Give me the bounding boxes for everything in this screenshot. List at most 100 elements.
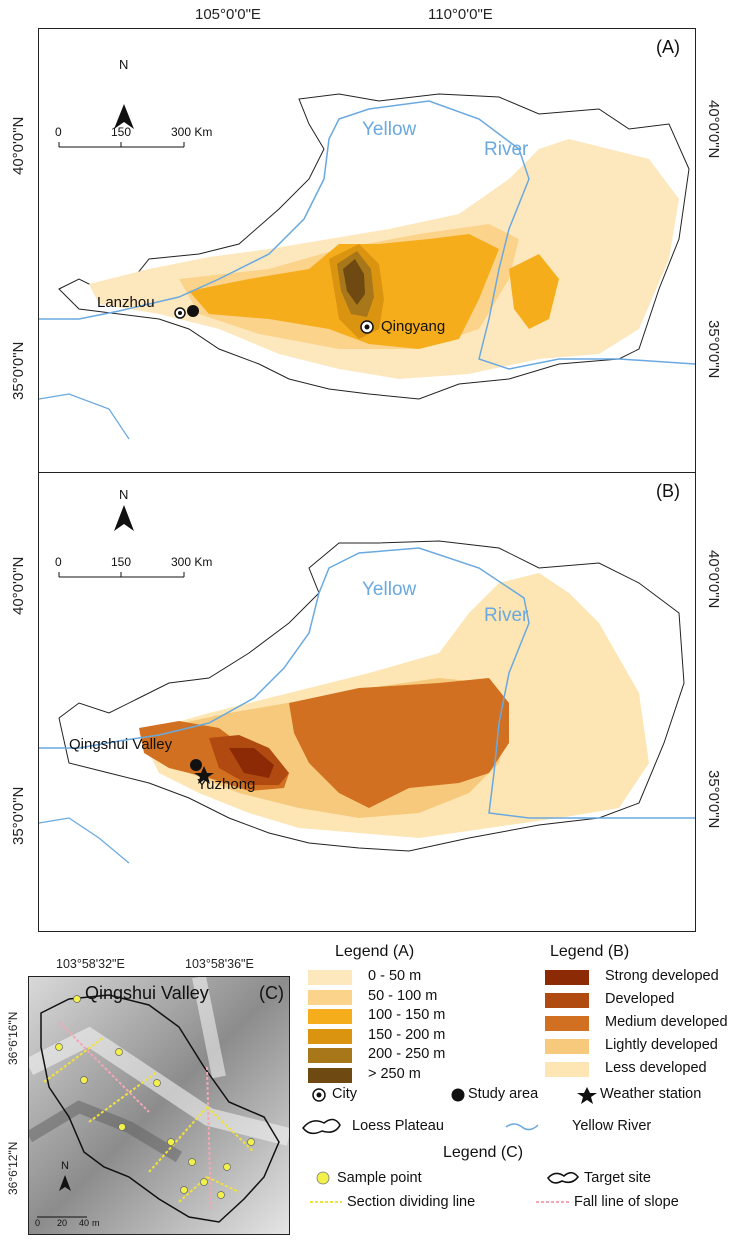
lat-upper-left-b: 40°0'0"N <box>10 556 27 615</box>
panel-a-label: (A) <box>656 37 680 57</box>
longitude-label-105: 105°0'0"E <box>195 6 261 23</box>
legend-a-swatch-1 <box>308 989 352 1005</box>
legend-sample-icon <box>316 1171 330 1185</box>
north-arrow-a <box>114 104 134 129</box>
legend-b-label-3: Lightly developed <box>605 1037 718 1053</box>
legend-river-icon <box>505 1123 539 1131</box>
scale-0-c: 0 <box>35 1218 41 1228</box>
section-line-4 <box>206 1106 255 1153</box>
lat-upper-left-a: 40°0'0"N <box>10 116 27 175</box>
north-label-a: N <box>119 57 129 72</box>
yellow-river-a <box>39 100 695 370</box>
panel-c-map: Qingshui Valley (C) N 0 20 40 m <box>28 976 290 1235</box>
panel-b-map: (B) N 0 150 300 Km Yellow River Qingshui… <box>38 472 696 932</box>
scale-0-b: 0 <box>55 555 62 569</box>
legend-a-title: Legend (A) <box>335 943 415 960</box>
scale-unit-c: m <box>92 1218 100 1228</box>
legend-section-label: Section dividing line <box>347 1194 476 1210</box>
legend-b-swatch-0 <box>545 970 589 985</box>
scale-300-a: 300 Km <box>171 125 213 139</box>
legend-a-label-2: 100 - 150 m <box>368 1007 446 1023</box>
legend-river-label: Yellow River <box>572 1118 652 1134</box>
legend-b-label-2: Medium developed <box>605 1014 728 1030</box>
panel-c-label: (C) <box>259 983 284 1003</box>
legend-b-swatch-3 <box>545 1039 589 1054</box>
legend-study-area-icon <box>451 1088 465 1102</box>
river-branch-a <box>39 393 130 440</box>
scale-0-a: 0 <box>55 125 62 139</box>
panel-c-title: Qingshui Valley <box>85 983 209 1003</box>
qingshui-study-dot <box>190 759 202 771</box>
lat-lower-left-b: 35°0'0"N <box>10 786 27 845</box>
legend-target-icon <box>547 1171 580 1184</box>
panel-a-map: (A) N 0 150 300 Km Yellow River Lanzhou … <box>38 28 696 473</box>
legend-a-label-4: 200 - 250 m <box>368 1046 446 1062</box>
legend-fall-label: Fall line of slope <box>574 1194 679 1210</box>
legend-weather-icon <box>577 1087 597 1104</box>
panel-b-map-graphic <box>39 505 695 864</box>
lanzhou-city-dot <box>178 311 182 315</box>
erosion-class-gt250 <box>343 259 365 305</box>
river-branch-b <box>39 817 130 864</box>
panel-c-lat2: 36°6'12"N <box>6 1141 20 1195</box>
legend-b-swatch-1 <box>545 993 589 1008</box>
longitude-label-110: 110°0'0"E <box>428 6 493 23</box>
legend-c-title: Legend (C) <box>443 1144 524 1161</box>
panel-c-hillshade <box>29 977 289 1234</box>
river-label-b: River <box>484 605 529 626</box>
legend-a-swatch-5 <box>308 1067 352 1083</box>
legend-symbols <box>302 1087 597 1203</box>
panel-c-lon1: 103°58'32"E <box>56 957 125 971</box>
study-area-dot-a <box>187 305 199 317</box>
yuzhong-label: Yuzhong <box>197 776 256 793</box>
section-line-2 <box>88 1071 158 1123</box>
legend-weather-label: Weather station <box>600 1086 702 1102</box>
north-arrow-c <box>59 1175 71 1191</box>
river-label-a: River <box>484 139 529 160</box>
dev-medium <box>289 678 509 808</box>
lanzhou-label: Lanzhou <box>97 294 155 311</box>
legend-b-label-0: Strong developed <box>605 968 719 984</box>
legend-b-swatch-4 <box>545 1062 589 1077</box>
scale-150-a: 150 <box>111 125 132 139</box>
lat-lower-left-a: 35°0'0"N <box>10 341 27 400</box>
section-line-6 <box>206 1176 240 1193</box>
yellow-label-a: Yellow <box>362 119 417 140</box>
legend-b-label-1: Developed <box>605 991 675 1007</box>
panel-c-lat1: 36°6'16"N <box>6 1011 20 1065</box>
scale-300-b: 300 Km <box>171 555 213 569</box>
legend-a-swatch-2 <box>308 1009 352 1024</box>
scale-40-c: 40 <box>79 1218 90 1228</box>
fall-line-2 <box>206 1066 212 1210</box>
erosion-east-patch <box>509 254 559 329</box>
legend-a-label-5: > 250 m <box>368 1065 421 1082</box>
north-label-c: N <box>61 1160 69 1172</box>
yellow-label-b: Yellow <box>362 579 417 600</box>
dev-strong <box>229 748 274 778</box>
qingshui-label: Qingshui Valley <box>69 736 173 753</box>
qingyang-city-dot <box>364 324 370 330</box>
qingyang-label: Qingyang <box>381 318 446 335</box>
scale-20-c: 20 <box>57 1218 68 1228</box>
lat-lower-right-a: 35°0'0"N <box>705 320 722 379</box>
legend-loess-label: Loess Plateau <box>352 1118 444 1134</box>
legend-loess-icon <box>302 1118 341 1135</box>
legend-target-label: Target site <box>584 1170 651 1186</box>
legend-study-area-label: Study area <box>468 1086 539 1102</box>
legend-a-swatch-4 <box>308 1048 352 1063</box>
fall-line-1 <box>58 1021 150 1113</box>
panel-c-lon2: 103°58'36"E <box>185 957 254 971</box>
yuzhong-weather-icon <box>194 766 214 784</box>
legend-b-label-4: Less developed <box>605 1060 707 1076</box>
target-site-outline <box>40 994 280 1223</box>
legend-a-swatch-3 <box>308 1028 352 1044</box>
legend-b-title: Legend (B) <box>550 943 630 960</box>
panel-a-map-graphic <box>39 93 695 440</box>
lat-upper-right-a: 40°0'0"N <box>705 100 722 159</box>
legend-a-label-0: 0 - 50 m <box>368 968 422 984</box>
north-label-b: N <box>119 487 129 502</box>
section-line-1 <box>43 1036 105 1083</box>
yellow-river-b <box>39 547 695 819</box>
sample-points <box>55 995 255 1199</box>
scale-150-b: 150 <box>111 555 132 569</box>
